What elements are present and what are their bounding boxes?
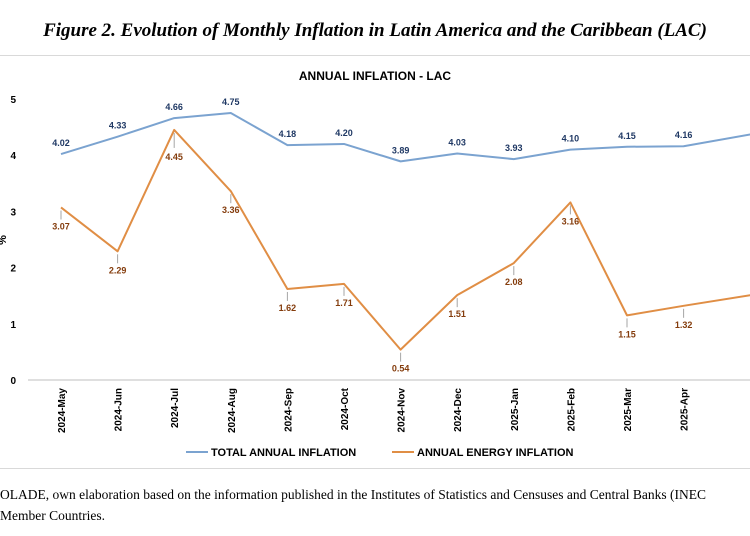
- y-axis-label: %: [0, 235, 9, 245]
- source-line-1: OLADE, own elaboration based on the info…: [0, 487, 707, 502]
- x-tick-label: 2025-Apr: [680, 388, 691, 431]
- energy-data-label: 1.62: [279, 303, 297, 313]
- energy-data-label: 1.51: [448, 309, 466, 319]
- energy-data-label: 4.45: [165, 152, 183, 162]
- total-data-label: 3.93: [505, 143, 523, 153]
- total-data-label: 4.66: [165, 102, 183, 112]
- figure-title: Figure 2. Evolution of Monthly Inflation…: [43, 20, 707, 41]
- x-tick-label: 2024-Sep: [283, 388, 294, 432]
- total-data-label: 4.16: [675, 130, 693, 140]
- energy-data-label: 3.36: [222, 205, 240, 215]
- total-data-label: 4.10: [562, 134, 580, 144]
- x-tick-label: 2024-Jun: [114, 388, 125, 431]
- energy-data-label: 1.32: [675, 320, 693, 330]
- inflation-line-chart: ANNUAL INFLATION - LAC% 0 1 2 3 4 5 2024-May 202…: [0, 69, 750, 459]
- energy-data-label: 3.07: [52, 221, 70, 231]
- energy-data-label: 0.54: [392, 364, 410, 374]
- energy-data-label: 3.16: [562, 216, 580, 226]
- total-data-label: 4.20: [335, 128, 353, 138]
- x-tick-label: 2025-Jan: [510, 388, 521, 431]
- x-tick-label: 2025-Feb: [566, 388, 577, 431]
- y-tick-label: 4: [10, 151, 16, 162]
- source-line-2: Member Countries.: [0, 508, 105, 523]
- energy-data-label: 2.08: [505, 277, 523, 287]
- x-tick-label: 2024-Jul: [170, 388, 181, 428]
- top-divider: [0, 55, 750, 56]
- legend-label-total: TOTAL ANNUAL INFLATION: [211, 447, 356, 459]
- y-tick-label: 1: [10, 320, 16, 331]
- energy-data-label: 1.15: [618, 329, 636, 339]
- total-data-label: 4.75: [222, 97, 240, 107]
- y-tick-label: 2: [10, 264, 16, 275]
- total-data-label: 4.18: [279, 129, 297, 139]
- total-data-label: 4.03: [448, 138, 466, 148]
- series-line-energy: [60, 128, 750, 351]
- x-tick-label: 2024-Dec: [453, 388, 464, 432]
- total-data-label: 4.15: [618, 131, 636, 141]
- series-line-total: [60, 112, 750, 163]
- y-tick-label: 5: [10, 95, 16, 106]
- x-tick-label: 2024-Aug: [227, 388, 238, 433]
- y-tick-label: 0: [10, 376, 16, 387]
- y-tick-label: 3: [10, 207, 16, 218]
- total-data-label: 3.89: [392, 145, 410, 155]
- x-tick-label: 2024-May: [57, 388, 68, 433]
- bottom-divider: [0, 468, 750, 469]
- chart-title: ANNUAL INFLATION - LAC: [299, 69, 452, 83]
- energy-data-label: 2.29: [109, 265, 127, 275]
- source-note: OLADE, own elaboration based on the info…: [0, 484, 750, 526]
- total-data-label: 4.33: [109, 121, 127, 131]
- legend-label-energy: ANNUAL ENERGY INFLATION: [417, 447, 574, 459]
- x-tick-label: 2025-Mar: [623, 388, 634, 431]
- energy-data-label: 1.71: [335, 298, 353, 308]
- x-tick-label: 2024-Nov: [397, 388, 408, 433]
- x-tick-label: 2024-Oct: [340, 387, 351, 430]
- total-data-label: 4.02: [52, 138, 70, 148]
